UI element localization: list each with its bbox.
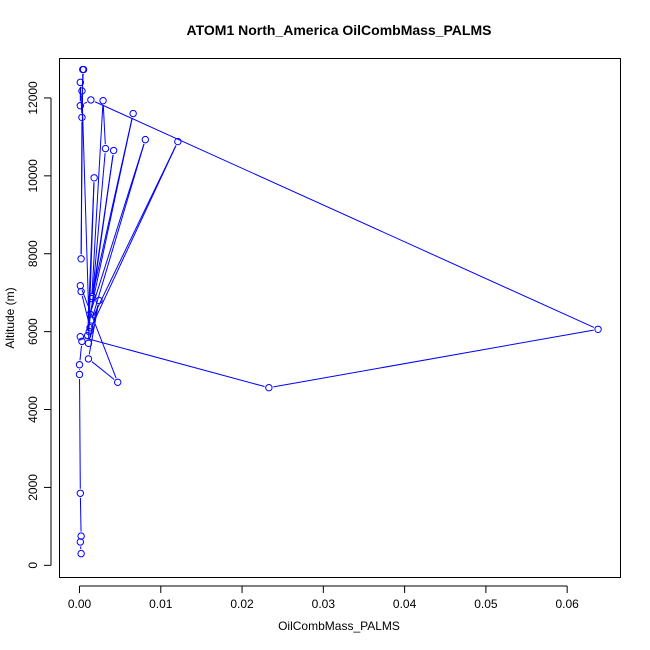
series-line-segment [93,145,177,317]
y-tick-label: 6000 [26,318,40,345]
series-line-segment [88,182,95,339]
data-point [101,144,110,153]
y-tick-label: 10000 [26,159,40,193]
data-point [90,174,98,182]
series-line-segment [91,361,115,380]
data-point [76,102,85,110]
data-point [84,355,93,363]
data-point [75,370,84,379]
data-point [77,532,85,540]
series-line-segment [90,143,145,310]
chart-title: ATOM1 North_America OilCombMass_PALMS [187,22,492,38]
series-line-segment [102,105,106,145]
data-series [75,65,602,558]
series-line-segment [91,105,104,295]
data-point [141,135,150,144]
data-point [265,384,273,392]
data-point [83,331,92,340]
series-line-segment [81,95,90,328]
series-line-segment [84,337,265,388]
data-point [99,96,107,105]
y-tick-label: 4000 [26,396,40,423]
data-point [86,324,94,332]
x-axis-label: OilCombMass_PALMS [278,619,400,633]
data-point [77,255,85,263]
series-line-segment [92,153,106,293]
series-line-segment [92,143,145,316]
x-tick-label: 0.06 [555,597,579,611]
data-point [129,109,137,118]
y-axis-label: Altitude (m) [3,287,17,348]
data-point [76,332,85,341]
data-point [76,489,85,497]
data-point [79,65,88,74]
series-line-segment [79,345,82,361]
y-axis: 0 2000 4000 6000 8000 10000 12000 [26,81,52,569]
data-point [75,361,84,369]
data-point [85,327,93,336]
data-point [78,87,86,95]
plot-box [59,58,621,578]
x-axis: 0.00 0.01 0.02 0.03 0.04 0.05 0.06 [68,585,579,611]
y-tick-label: 12000 [26,81,40,115]
y-tick-label: 0 [26,562,40,569]
data-point [77,287,85,296]
x-tick-label: 0.03 [312,597,336,611]
series-line-segment [79,497,82,532]
data-point [174,137,182,146]
data-point [109,146,118,155]
series-line-segment [94,101,595,328]
data-point [84,339,93,348]
data-point [78,113,86,122]
data-point [95,296,103,305]
series-line-segment [81,289,117,379]
series-line-segment [273,329,594,388]
x-tick-label: 0.05 [474,597,498,611]
y-tick-label: 2000 [26,474,40,501]
x-tick-label: 0.02 [230,597,254,611]
x-tick-label: 0.04 [393,597,417,611]
data-point [114,378,122,386]
series-line-segment [79,378,81,489]
series-line-segment [81,295,90,324]
data-point [77,549,85,558]
x-tick-label: 0.01 [149,597,173,611]
data-point [594,325,602,333]
series-line-segment [92,117,133,295]
data-point [78,337,86,346]
x-tick-label: 0.00 [68,597,92,611]
data-point [76,78,85,87]
data-point [86,310,94,318]
data-point [87,96,95,104]
data-point [88,292,97,301]
series-line-segment [84,101,88,104]
series-line-segment [89,304,99,340]
series-line-segment [90,145,177,328]
y-tick-label: 8000 [26,240,40,267]
